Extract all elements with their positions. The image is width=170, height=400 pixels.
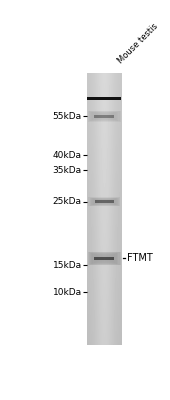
Bar	[94, 256, 114, 260]
Bar	[94, 254, 115, 263]
Text: 40kDa: 40kDa	[53, 151, 82, 160]
Bar	[94, 113, 115, 120]
Bar	[96, 114, 113, 119]
Bar	[93, 198, 116, 205]
Bar	[89, 252, 120, 264]
Bar	[96, 255, 113, 262]
Bar	[99, 200, 109, 203]
Bar	[91, 253, 117, 264]
Bar	[100, 257, 108, 260]
Bar	[95, 199, 113, 204]
Bar	[98, 114, 110, 118]
Text: 25kDa: 25kDa	[53, 197, 82, 206]
Text: Mouse testis: Mouse testis	[116, 21, 160, 65]
Bar	[94, 114, 114, 118]
Bar	[100, 115, 108, 118]
Bar	[97, 114, 112, 118]
Bar	[88, 111, 121, 122]
Text: 55kDa: 55kDa	[53, 112, 82, 121]
Bar	[98, 200, 110, 203]
Bar	[92, 112, 116, 120]
Bar	[97, 256, 112, 261]
Bar	[92, 254, 116, 263]
Bar	[89, 111, 120, 121]
Bar	[87, 97, 121, 100]
Bar	[92, 198, 117, 205]
Bar	[95, 200, 114, 203]
Text: FTMT: FTMT	[127, 254, 152, 264]
Bar	[91, 112, 117, 120]
Bar	[101, 200, 108, 202]
Bar	[99, 256, 109, 260]
Bar	[90, 198, 119, 206]
Bar	[90, 112, 118, 121]
Bar	[91, 198, 118, 205]
Bar	[98, 256, 110, 261]
Text: 35kDa: 35kDa	[53, 166, 82, 175]
Text: 10kDa: 10kDa	[53, 288, 82, 297]
Bar	[97, 200, 111, 204]
Bar	[88, 197, 120, 206]
Bar	[88, 252, 121, 265]
Bar	[99, 114, 109, 118]
Bar	[96, 199, 112, 204]
Bar	[95, 255, 114, 262]
Bar	[94, 199, 115, 204]
Text: 15kDa: 15kDa	[53, 261, 82, 270]
Bar	[90, 253, 118, 264]
Bar	[95, 113, 114, 119]
